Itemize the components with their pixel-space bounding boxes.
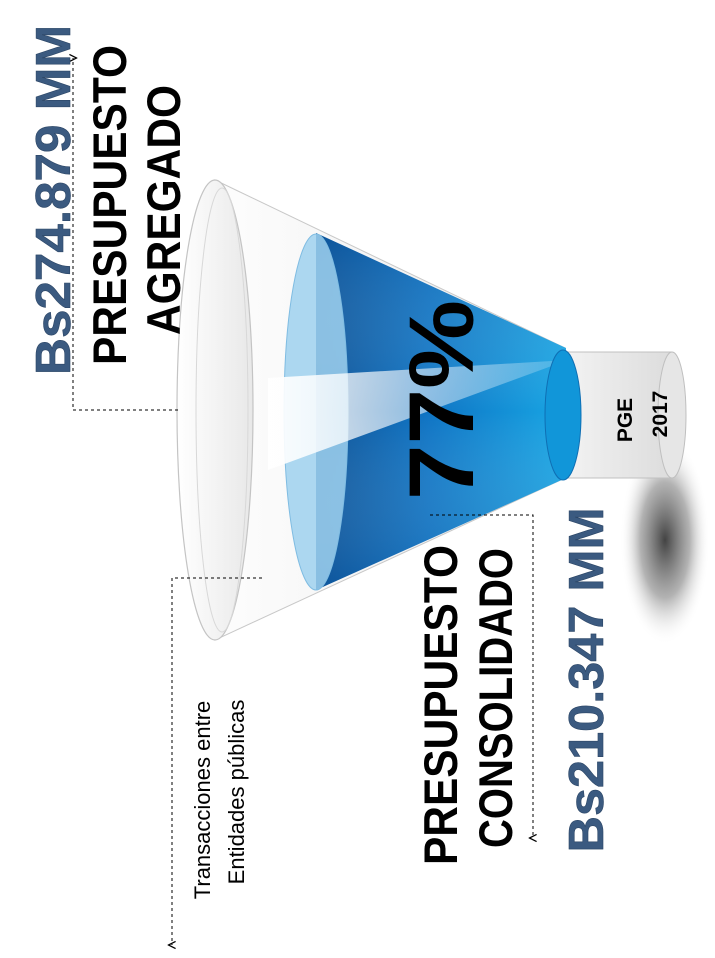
outlet-tube-mouth bbox=[544, 349, 582, 481]
consolidated-amount: Bs210.347 MM bbox=[560, 508, 614, 853]
outlet-line1: PGE bbox=[614, 398, 637, 442]
aggregate-label-line1: PRESUPUESTO bbox=[83, 45, 136, 365]
transfers-leader-line bbox=[172, 577, 262, 945]
aggregate-amount: Bs274.879 MM bbox=[27, 25, 81, 375]
consolidated-leader-line bbox=[430, 514, 533, 838]
consolidated-label-line1: PRESUPUESTO bbox=[414, 545, 467, 865]
funnel-liquid-shade bbox=[316, 233, 566, 590]
consolidated-label-line2: CONSOLIDADO bbox=[469, 548, 522, 848]
share-percent: 77% bbox=[391, 300, 493, 500]
funnel-rim-inner bbox=[195, 187, 249, 633]
outlet-line2: 2017 bbox=[649, 391, 672, 438]
outlet-tube-end bbox=[657, 351, 687, 479]
outlet-shadow bbox=[620, 435, 710, 645]
transfers-line2: Entidades públicas bbox=[224, 700, 249, 885]
aggregate-label-line2: AGREGADO bbox=[137, 85, 190, 335]
light-beam bbox=[268, 360, 568, 470]
aggregate-leader-line bbox=[73, 58, 178, 411]
transfers-line1: Transacciones entre bbox=[190, 701, 215, 900]
